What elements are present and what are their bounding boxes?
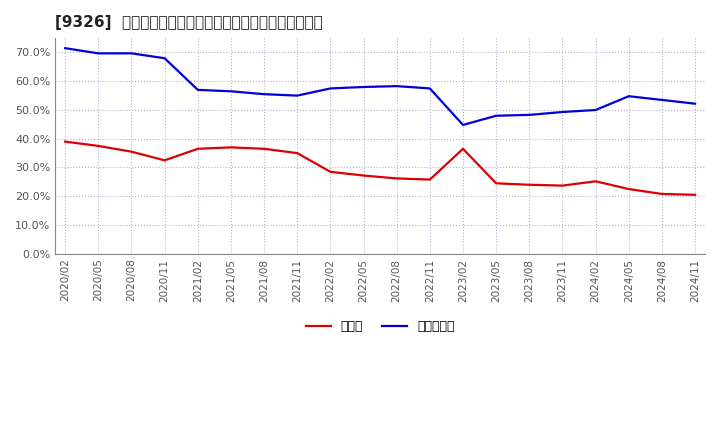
有利子負債 [227,89,235,94]
有利子負債 [690,101,699,106]
現預金 [690,192,699,198]
有利子負債 [558,110,567,115]
現預金 [426,177,434,182]
有利子負債 [492,113,500,118]
現預金 [326,169,335,174]
現預金 [624,187,633,192]
有利子負債 [359,84,368,90]
現預金 [94,143,103,149]
現預金 [591,179,600,184]
有利子負債 [392,84,401,89]
現預金 [260,146,269,151]
有利子負債 [61,45,70,51]
現預金 [392,176,401,181]
現預金 [61,139,70,144]
有利子負債 [260,92,269,97]
Text: [9326]  現預金、有利子負債の総資産に対する比率の推移: [9326] 現預金、有利子負債の総資産に対する比率の推移 [55,15,323,30]
有利子負債 [525,112,534,117]
有利子負債 [591,107,600,113]
現預金 [657,191,666,197]
有利子負債 [94,51,103,56]
有利子負債 [624,94,633,99]
現預金 [194,146,202,151]
有利子負債 [194,87,202,92]
有利子負債 [161,55,169,61]
Line: 有利子負債: 有利子負債 [66,48,695,125]
現預金 [161,158,169,163]
現預金 [359,173,368,178]
有利子負債 [293,93,302,98]
有利子負債 [426,86,434,91]
有利子負債 [657,97,666,103]
有利子負債 [326,86,335,91]
現預金 [127,149,136,154]
現預金 [525,182,534,187]
現預金 [558,183,567,188]
有利子負債 [127,51,136,56]
Line: 現預金: 現預金 [66,142,695,195]
現預金 [227,145,235,150]
有利子負債 [459,122,467,128]
現預金 [293,150,302,156]
Legend: 現預金, 有利子負債: 現預金, 有利子負債 [301,315,459,338]
現預金 [459,146,467,151]
現預金 [492,181,500,186]
